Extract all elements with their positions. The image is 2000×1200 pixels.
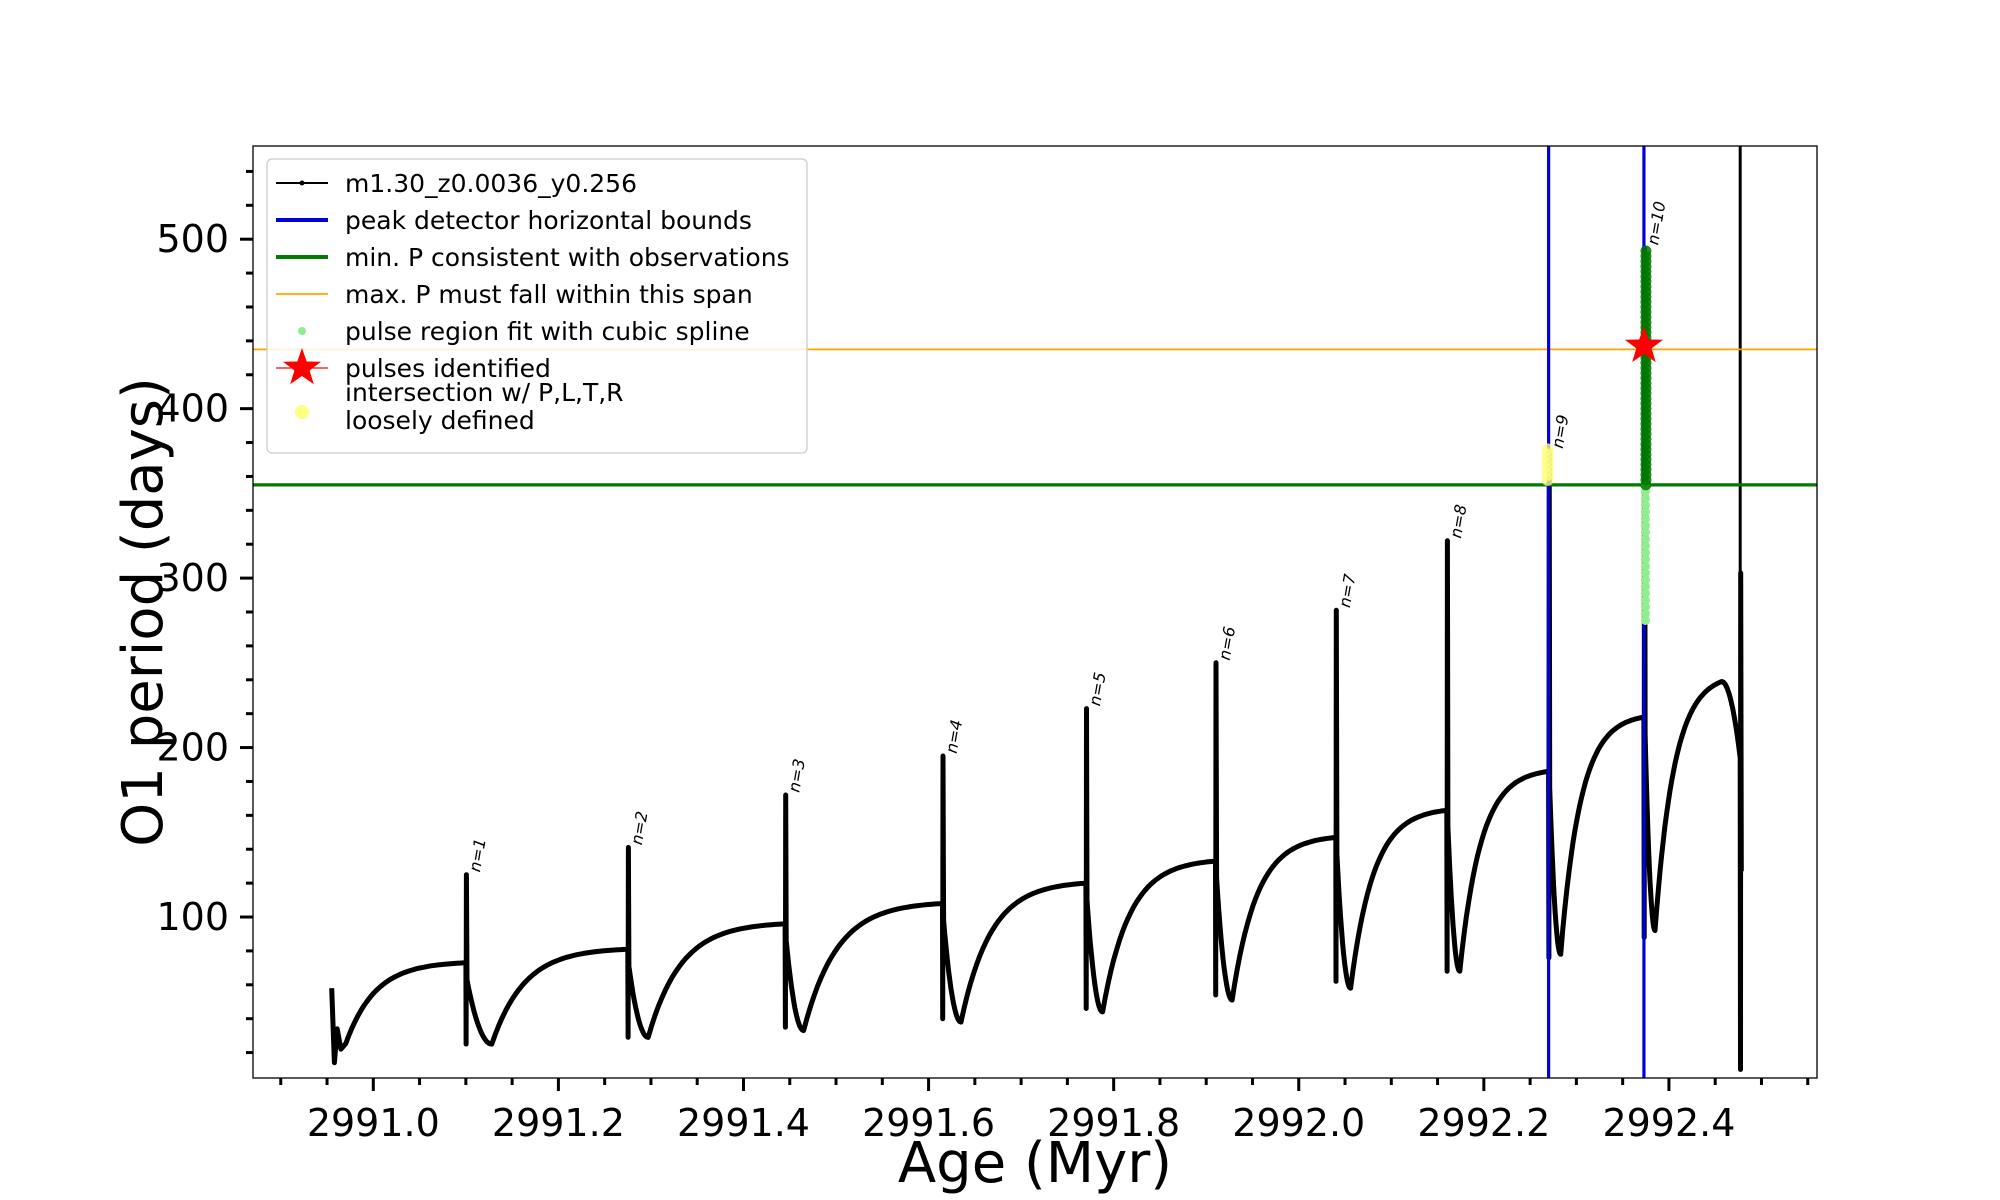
x-tick-label: 2992.0: [1232, 1101, 1365, 1145]
spline-point: [1640, 541, 1650, 551]
spline-point: [1640, 493, 1650, 503]
spline-point: [1640, 548, 1650, 558]
x-tick-label: 2992.4: [1602, 1101, 1735, 1145]
y-tick-label: 100: [156, 895, 229, 939]
legend-label: max. P must fall within this span: [345, 280, 753, 309]
legend-swatch-dot: [298, 327, 306, 335]
legend-swatch-marker: [299, 180, 305, 186]
y-tick-label: 400: [156, 387, 229, 431]
spline-point-in-range: [1640, 245, 1652, 257]
legend-entry-4: max. P must fall within this span: [276, 280, 753, 309]
legend-label: pulse region fit with cubic spline: [345, 317, 750, 346]
spline-point: [1640, 575, 1650, 585]
legend-swatch-star: [283, 348, 321, 385]
spline-point: [1640, 582, 1650, 592]
x-axis-label: Age (Myr): [898, 1131, 1172, 1196]
spline-point: [1640, 507, 1650, 517]
legend-entry-3: min. P consistent with observations: [276, 243, 790, 272]
y-axis-label: O1 period (days): [111, 377, 176, 847]
legend-entry-6: pulses identified: [276, 348, 551, 385]
spline-point: [1640, 595, 1650, 605]
spline-point: [1640, 615, 1650, 625]
legend-swatch-dot: [295, 405, 309, 419]
x-tick-label: 2991.8: [1047, 1101, 1180, 1145]
spline-point: [1640, 500, 1650, 510]
axes: 2991.0 2991.2 2991.4 2991.6 2991.8 2992.0 2992…: [156, 169, 1810, 1145]
spline-point: [1640, 534, 1650, 544]
x-tick-label: 2991.6: [862, 1101, 995, 1145]
series-period-curve: [329, 245, 1744, 1072]
legend-box: [266, 158, 808, 454]
spline-point: [1640, 561, 1650, 571]
y-tick-label: 200: [156, 726, 229, 770]
spline-point: [1640, 521, 1650, 531]
y-tick-label: 300: [156, 556, 229, 600]
spline-point: [1640, 588, 1650, 598]
y-tick-label: 500: [156, 217, 229, 261]
intersection-point: [1541, 443, 1554, 456]
legend-label: loosely defined: [345, 406, 535, 435]
spline-point: [1640, 568, 1650, 578]
legend-label: peak detector horizontal bounds: [345, 206, 752, 235]
legend-label: pulses identified: [345, 354, 551, 383]
spline-point: [1640, 514, 1650, 524]
legend-entry-1: m1.30_z0.0036_y0.256: [276, 169, 637, 198]
identified-pulse-star: [1624, 326, 1663, 363]
legend-entry-2: peak detector horizontal bounds: [276, 206, 752, 235]
legend-label: min. P consistent with observations: [345, 243, 790, 272]
x-tick-label: 2991.0: [307, 1101, 440, 1145]
spline-point: [1640, 554, 1650, 564]
legend-label: intersection w/ P,L,T,R: [345, 378, 624, 407]
x-tick-label: 2991.2: [492, 1101, 625, 1145]
spline-point: [1640, 527, 1650, 537]
x-tick-label: 2992.2: [1417, 1101, 1550, 1145]
legend-entry-5: pulse region fit with cubic spline: [298, 317, 750, 346]
spline-point: [1640, 609, 1650, 619]
spline-point: [1640, 602, 1650, 612]
legend-label: m1.30_z0.0036_y0.256: [345, 169, 637, 198]
x-tick-label: 2991.4: [677, 1101, 810, 1145]
